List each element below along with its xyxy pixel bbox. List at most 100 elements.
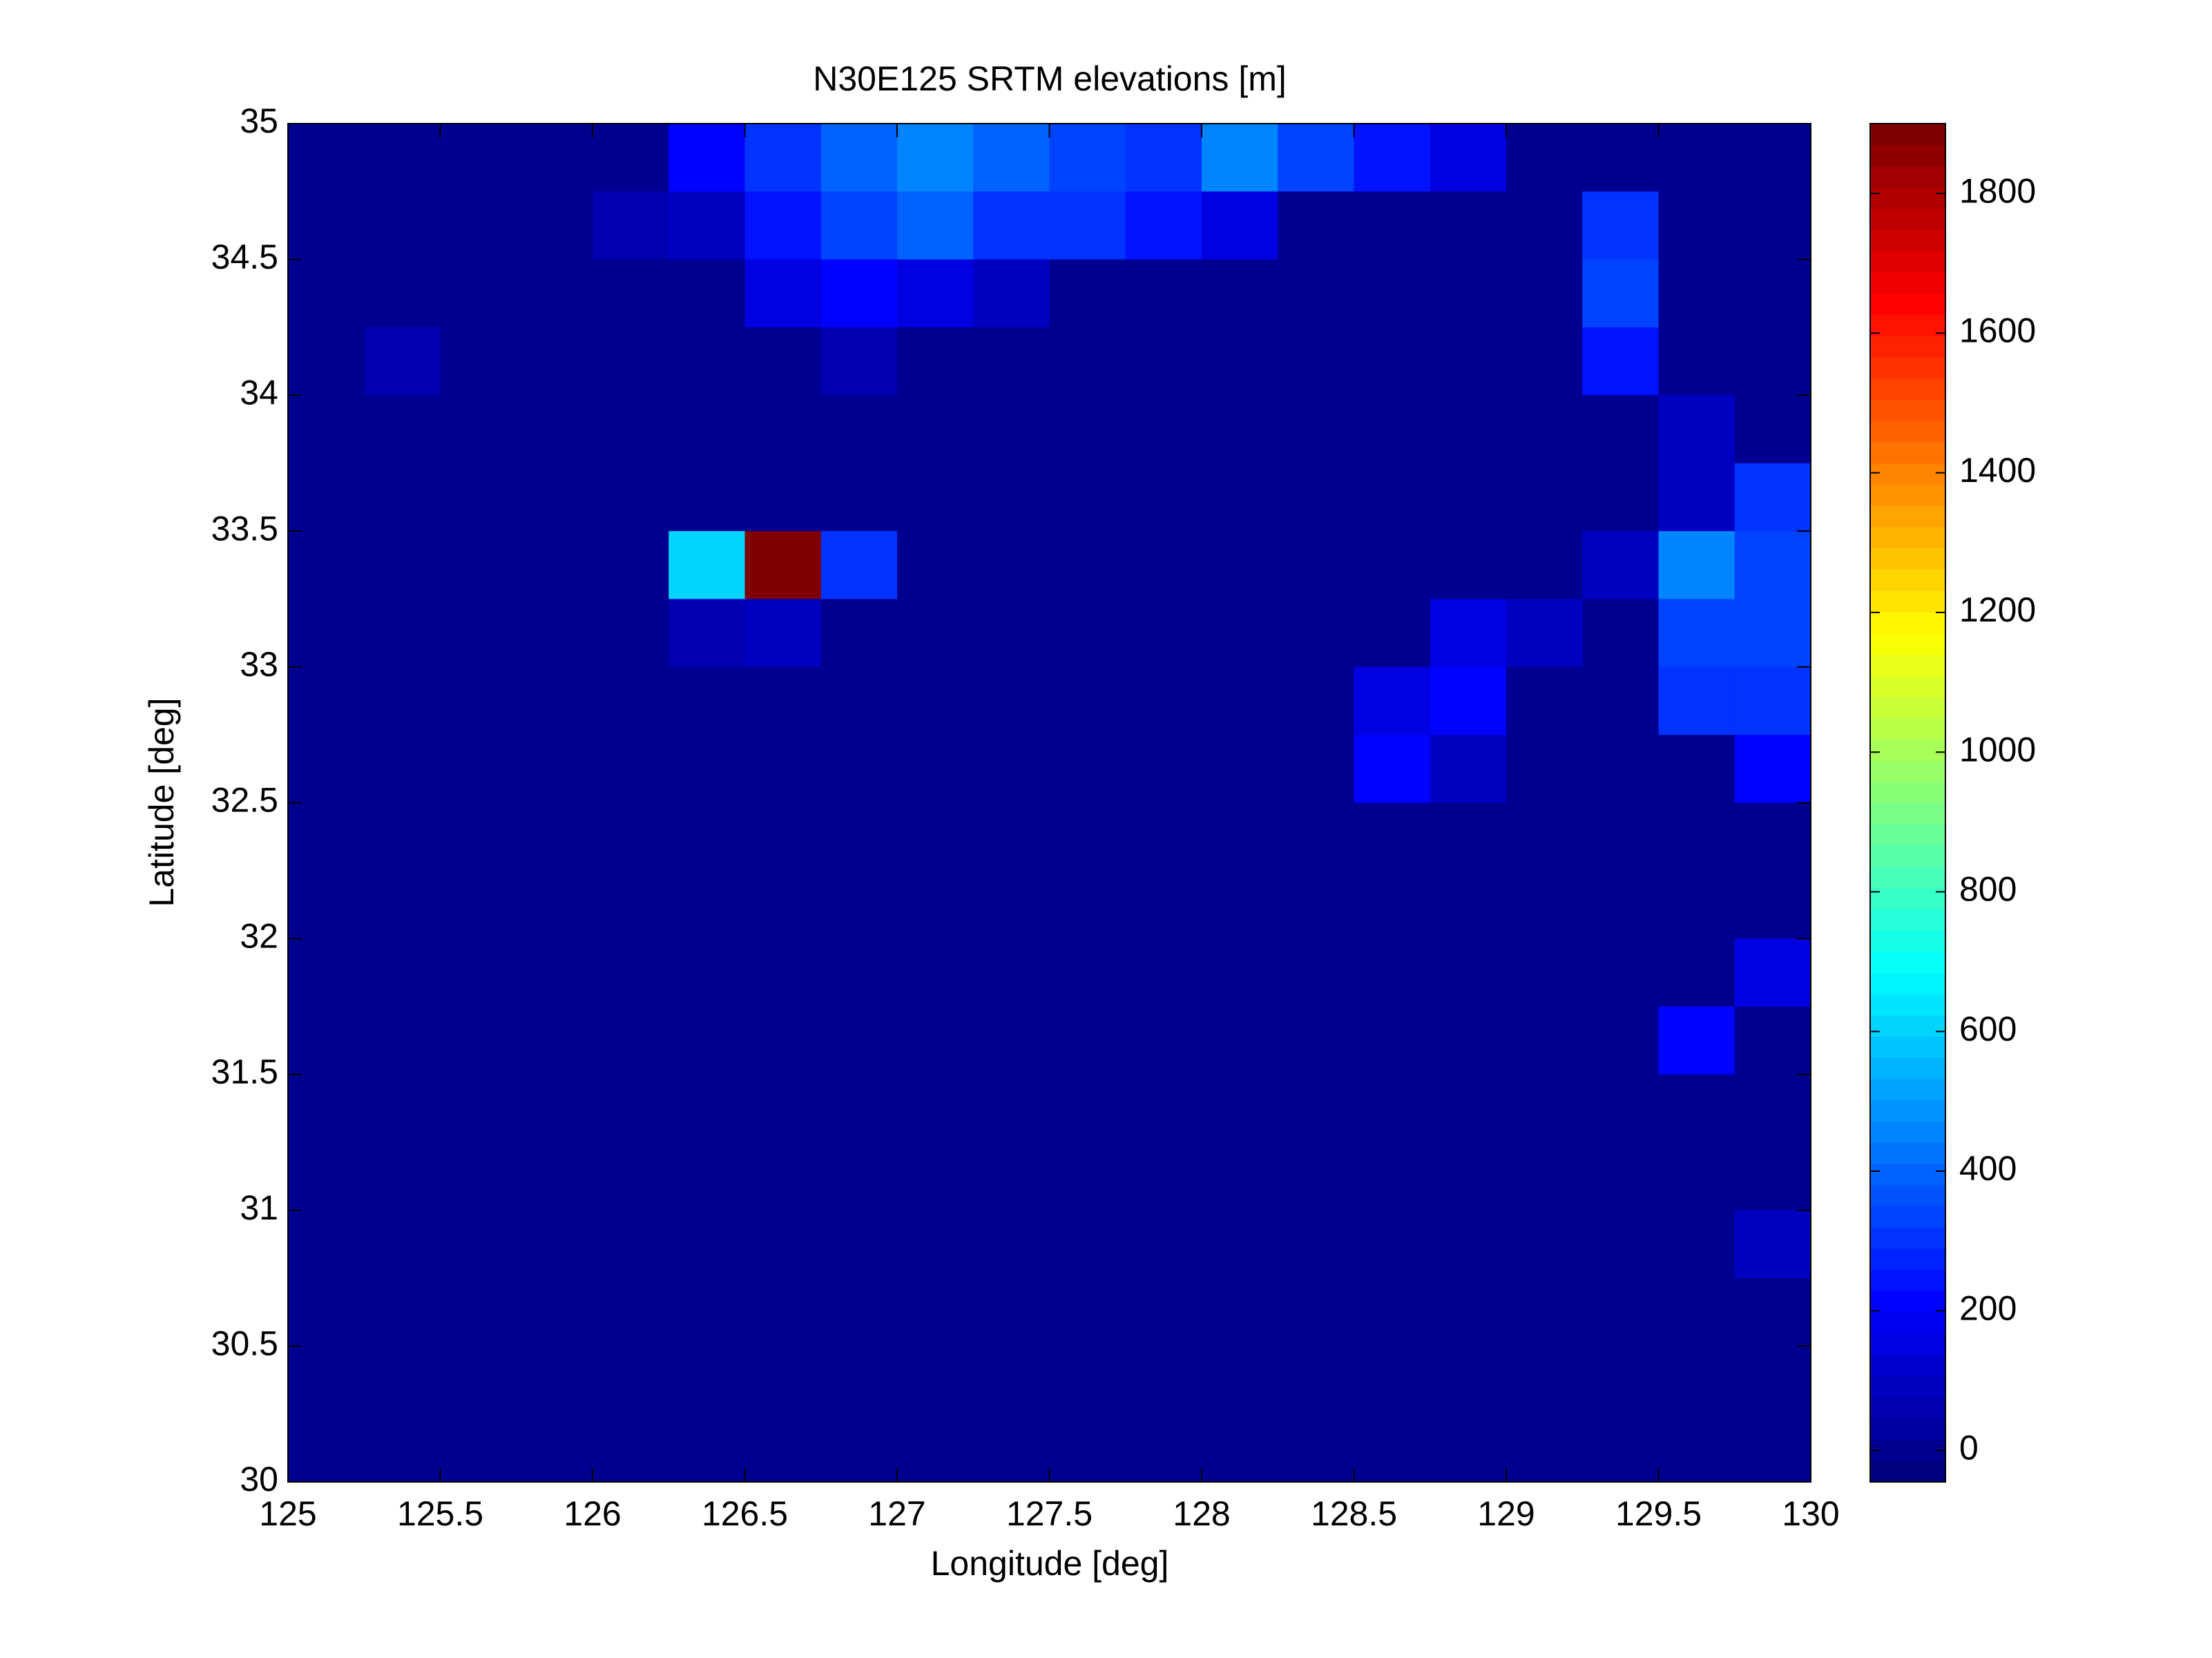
heatmap-cell [973,259,1050,328]
heatmap-cell [593,259,669,328]
heatmap-cell [1049,395,1126,464]
heatmap-cell [516,191,593,260]
heatmap-cell [1202,599,1278,668]
colorbar-swatch [1870,378,1945,401]
colorbar-swatch [1870,1099,1945,1122]
heatmap-cell [1582,531,1660,600]
heatmap-cell [973,191,1050,260]
heatmap-cell [1658,1278,1735,1347]
heatmap-cell [440,259,517,328]
heatmap-cell [1506,1074,1583,1143]
heatmap-cell [593,1414,669,1483]
heatmap-cell [1430,599,1507,668]
heatmap-cell [1734,1346,1811,1415]
colorbar-tick-label: 1000 [1959,730,2036,769]
heatmap-cell [593,1006,669,1075]
heatmap-cell [1354,327,1431,396]
heatmap-cell [288,191,365,260]
heatmap-cell [440,531,517,600]
heatmap-cell [669,1210,746,1279]
heatmap-cell [516,1006,593,1075]
heatmap-cell [593,735,669,804]
heatmap-cell [1278,124,1355,192]
heatmap-cell [288,802,365,871]
y-axis-label: Latitude [deg] [142,697,181,907]
heatmap-cell [820,259,898,328]
heatmap-cell [1658,463,1735,532]
heatmap-cell [744,735,822,804]
x-tick-label: 130 [1782,1494,1839,1533]
heatmap-cell [1049,191,1126,260]
heatmap-cell [669,1414,746,1483]
heatmap-cell [1430,395,1507,464]
heatmap-cell [820,191,898,260]
heatmap-cell [669,259,746,328]
heatmap-cell [897,599,974,668]
heatmap-cell [1202,1142,1278,1211]
heatmap-cell [364,735,441,804]
heatmap-cell [1125,599,1202,668]
heatmap-cell [1202,1210,1278,1279]
heatmap-cell [1658,1074,1735,1143]
heatmap-cell [897,1006,974,1075]
heatmap-cell [973,124,1050,192]
x-axis-label: Longitude [deg] [931,1544,1169,1583]
heatmap-cell [1506,124,1583,192]
heatmap-cell [440,191,517,260]
heatmap-cell [1049,1278,1126,1347]
heatmap-cell [440,938,517,1008]
heatmap-cell [820,802,898,871]
heatmap-cell [1506,1006,1583,1075]
heatmap-cell [820,1414,898,1483]
heatmap-cell [593,124,669,192]
heatmap-cell [364,666,441,735]
chart-title: N30E125 SRTM elevations [m] [813,59,1287,98]
heatmap-cell [440,1414,517,1483]
heatmap-cell [516,599,593,668]
heatmap-cell [1125,1278,1202,1347]
heatmap-cell [516,259,593,328]
heatmap-cell [973,802,1050,871]
heatmap-cell [669,802,746,871]
colorbar-swatch [1870,972,1945,994]
y-tick-label: 32 [240,916,278,955]
heatmap-cell [288,463,365,532]
heatmap-cell [1430,938,1507,1008]
heatmap-cell [1202,327,1278,396]
heatmap-cell [516,735,593,804]
heatmap-cell [1278,666,1355,735]
heatmap-cell [897,666,974,735]
heatmap-cell [1354,1142,1431,1211]
colorbar-swatch [1870,229,1945,252]
heatmap-cell [820,735,898,804]
colorbar-swatch [1870,1142,1945,1164]
colorbar-swatch [1870,887,1945,909]
heatmap-cell [1278,395,1355,464]
heatmap-cell [820,463,898,532]
heatmap-cell [364,802,441,871]
x-tick-label: 125.5 [397,1494,483,1533]
heatmap-cell [1354,599,1431,668]
heatmap-cell [288,1346,365,1415]
colorbar-tick-label: 1400 [1959,451,2036,490]
y-tick-label: 34.5 [211,238,278,276]
heatmap-cell [593,870,669,939]
heatmap-cell [1202,124,1278,192]
x-tick-label: 125 [259,1494,316,1533]
heatmap-cell [288,531,365,600]
y-tick-label: 34 [240,374,278,412]
heatmap-cell [593,191,669,260]
heatmap-cell [973,599,1050,668]
heatmap-cell [669,463,746,532]
colorbar-swatch [1870,484,1945,506]
heatmap-cell [1734,802,1811,871]
heatmap-cell [1582,259,1660,328]
heatmap-cell [364,1414,441,1483]
heatmap-cell [1125,1006,1202,1075]
colorbar-swatch [1870,824,1945,846]
heatmap-cell [288,327,365,396]
heatmap-cell [364,395,441,464]
heatmap-cell [1125,124,1202,192]
heatmap-cell [1658,735,1735,804]
